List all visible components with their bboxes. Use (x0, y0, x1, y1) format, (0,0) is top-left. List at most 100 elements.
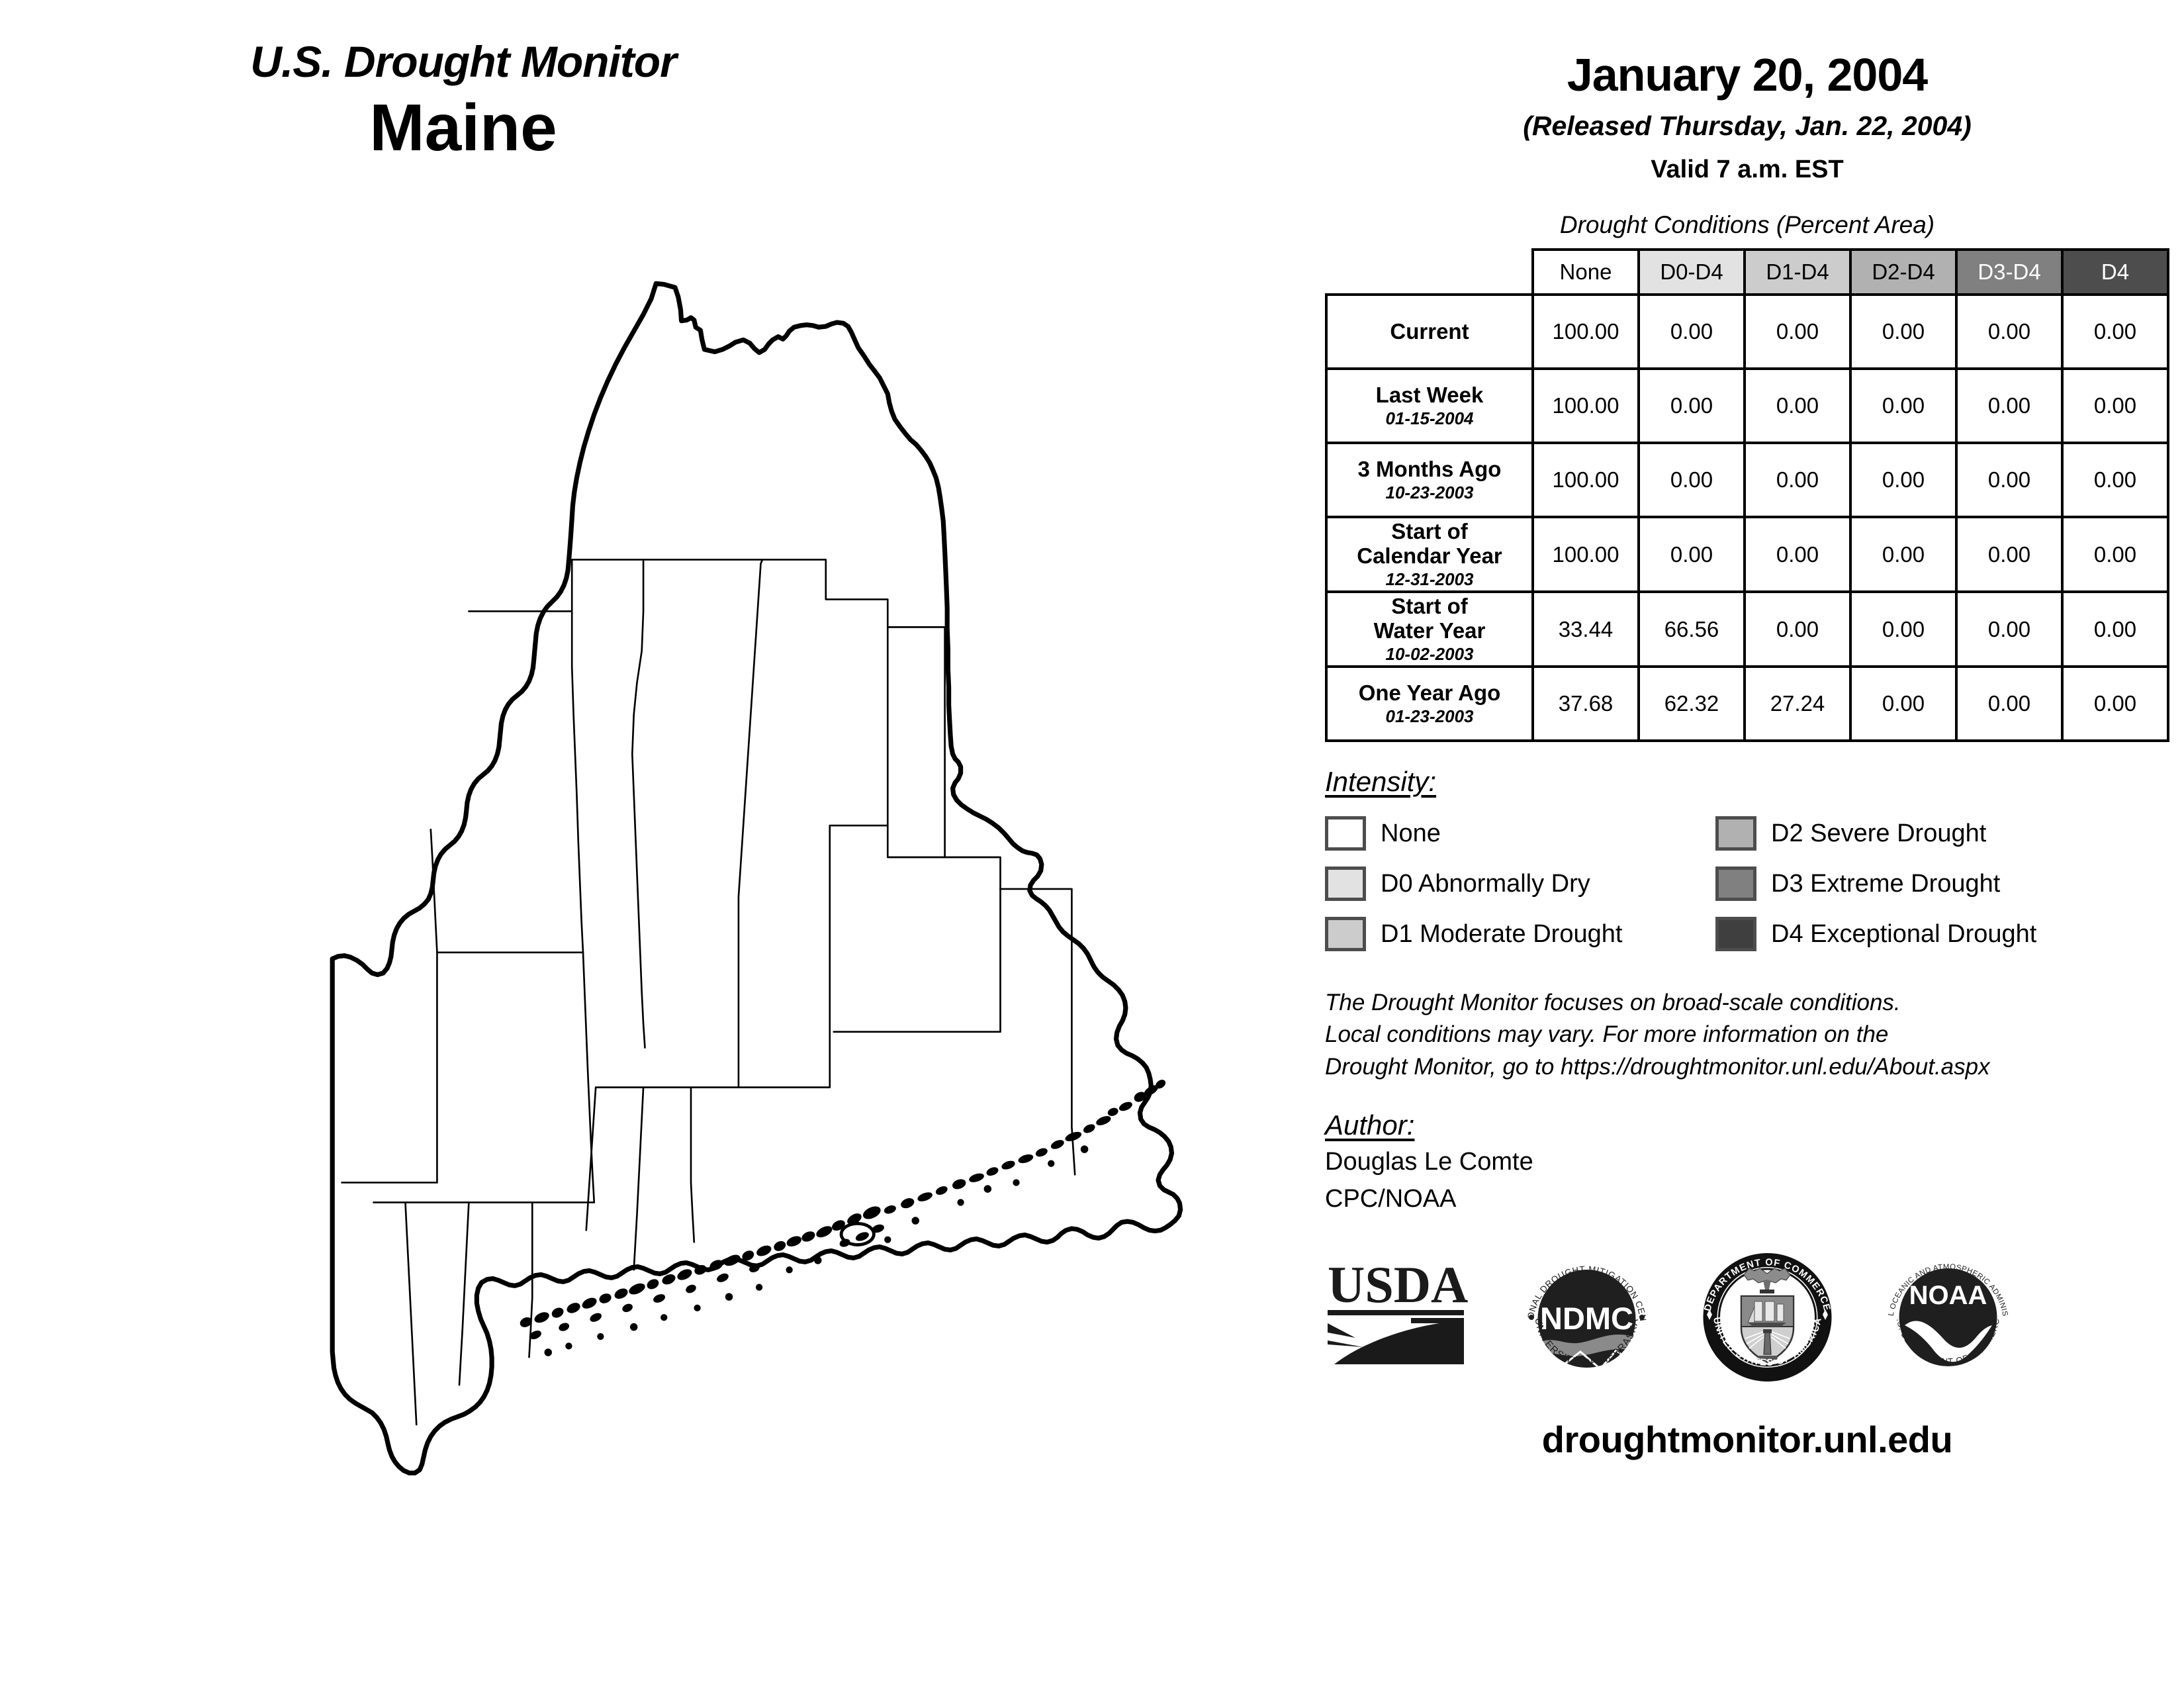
cell-lastweek-d4: 0.00 (2061, 367, 2169, 444)
cell-3mo-d2d4: 0.00 (1849, 442, 1958, 518)
disclaimer-line-2: Local conditions may vary. For more info… (1325, 1021, 1889, 1048)
cell-wy-none: 33.44 (1531, 590, 1640, 669)
row-label-text: Last Week (1375, 382, 1484, 407)
cell-1yr-none: 37.68 (1531, 665, 1640, 743)
county-boundaries (341, 559, 1076, 1426)
row-label-three-months-ago: 3 Months Ago 10-23-2003 (1325, 442, 1534, 518)
cell-cy-d1d4: 0.00 (1743, 515, 1852, 594)
website-url[interactable]: droughtmonitor.unl.edu (1541, 1419, 1953, 1461)
cell-current-none: 100.00 (1531, 293, 1640, 370)
table-row: 3 Months Ago 10-23-2003 100.00 0.00 0.00… (1325, 442, 2169, 518)
col-header-d1-d4: D1-D4 (1743, 248, 1852, 296)
intensity-legend: Intensity: None D2 Severe Drought D0 Abn… (1310, 766, 2184, 959)
legend-label-d4: D4 Exceptional Drought (1771, 919, 2037, 948)
swatch-d3-icon (1715, 867, 1756, 902)
date-block: January 20, 2004 (Released Thursday, Jan… (1310, 0, 2184, 182)
usda-logo: USDA (1325, 1254, 1477, 1383)
ndmc-logo-text: NDMC (1540, 1301, 1633, 1336)
cell-lastweek-d1d4: 0.00 (1743, 367, 1852, 444)
row-label-text-line1: Start of (1391, 594, 1468, 619)
maine-map-svg[interactable] (199, 238, 1191, 1476)
cell-current-d3d4: 0.00 (1955, 293, 2064, 370)
legend-label-d3: D3 Extreme Drought (1771, 869, 2001, 898)
coastal-islands (520, 1080, 1166, 1356)
cell-current-d0d4: 0.00 (1637, 293, 1746, 370)
disclaimer-text: The Drought Monitor focuses on broad-sca… (1310, 987, 2184, 1083)
cell-cy-none: 100.00 (1531, 515, 1640, 594)
row-label-text-line2: Calendar Year (1357, 543, 1502, 568)
col-header-d2-d4: D2-D4 (1849, 248, 1958, 296)
row-label-date: 10-23-2003 (1385, 482, 1474, 502)
page-title-main: U.S. Drought Monitor (250, 37, 677, 86)
valid-time: Valid 7 a.m. EST (1651, 156, 1844, 183)
cell-cy-d0d4: 0.00 (1637, 515, 1746, 594)
cell-3mo-d0d4: 0.00 (1637, 442, 1746, 518)
intensity-legend-grid: None D2 Severe Drought D0 Abnormally Dry… (1325, 808, 2184, 959)
cell-current-d2d4: 0.00 (1849, 293, 1958, 370)
cell-current-d1d4: 0.00 (1743, 293, 1852, 370)
cell-1yr-d4: 0.00 (2061, 665, 2169, 743)
row-label-text: Current (1390, 318, 1469, 344)
cell-cy-d4: 0.00 (2061, 515, 2169, 594)
ndmc-logo: NDMC NATIONAL DROUGHT MITIGATION CENTER … (1512, 1238, 1658, 1391)
logos-row: USDA (1310, 1238, 2184, 1391)
maine-map[interactable] (199, 238, 1191, 1476)
table-row: One Year Ago 01-23-2003 37.68 62.32 27.2… (1325, 665, 2169, 743)
legend-item-d0: D0 Abnormally Dry (1325, 867, 1715, 902)
row-label-start-of-calendar-year: Start of Calendar Year 12-31-2003 (1325, 515, 1534, 594)
row-label-text: One Year Ago (1358, 680, 1501, 705)
cell-1yr-d2d4: 0.00 (1849, 665, 1958, 743)
cell-1yr-d1d4: 27.24 (1743, 665, 1852, 743)
row-label-text-line1: Start of (1391, 519, 1468, 543)
cell-wy-d0d4: 66.56 (1637, 590, 1746, 669)
table-row: Start of Water Year 10-02-2003 33.44 66.… (1325, 590, 2169, 669)
noaa-logo-text: NOAA (1909, 1281, 1987, 1310)
drought-conditions-table: None D0-D4 D1-D4 D2-D4 D3-D4 D4 Current … (1325, 248, 2169, 743)
disclaimer-line-3: Drought Monitor, go to https://droughtmo… (1325, 1053, 1990, 1080)
row-label-date: 01-23-2003 (1385, 706, 1474, 726)
row-label-text: 3 Months Ago (1357, 456, 1502, 481)
cell-wy-d4: 0.00 (2061, 590, 2169, 669)
table-corner-cell (1326, 250, 1533, 295)
row-label-date: 12-31-2003 (1385, 569, 1474, 589)
cell-lastweek-none: 100.00 (1531, 367, 1640, 444)
author-affiliation: CPC/NOAA (1325, 1185, 1457, 1213)
cell-current-d4: 0.00 (2061, 293, 2169, 370)
cell-wy-d1d4: 0.00 (1743, 590, 1852, 669)
swatch-d4-icon (1715, 917, 1756, 952)
cell-wy-d2d4: 0.00 (1849, 590, 1958, 669)
row-label-text-line2: Water Year (1373, 618, 1486, 643)
usda-logo-text: USDA (1328, 1256, 1468, 1313)
row-label-last-week: Last Week 01-15-2004 (1325, 367, 1534, 444)
author-title: Author: (1325, 1109, 1415, 1141)
cell-3mo-d3d4: 0.00 (1955, 442, 2064, 518)
page-title-state: Maine (369, 91, 557, 165)
table-row: Last Week 01-15-2004 100.00 0.00 0.00 0.… (1325, 367, 2169, 444)
state-outline (330, 281, 1183, 1476)
swatch-d2-icon (1715, 816, 1756, 851)
report-date: January 20, 2004 (1567, 49, 1928, 101)
swatch-d0-icon (1325, 867, 1366, 902)
cell-3mo-d4: 0.00 (2061, 442, 2169, 518)
cell-wy-d3d4: 0.00 (1955, 590, 2064, 669)
row-label-date: 10-02-2003 (1385, 643, 1474, 664)
disclaimer-line-1: The Drought Monitor focuses on broad-sca… (1325, 990, 1901, 1016)
cell-cy-d3d4: 0.00 (1955, 515, 2064, 594)
row-label-current: Current (1325, 293, 1534, 370)
doc-seal-logo: DEPARTMENT OF COMMERCE UNITED STATES OF … (1696, 1246, 1839, 1391)
cell-lastweek-d2d4: 0.00 (1849, 367, 1958, 444)
map-panel: U.S. Drought Monitor Maine (199, 37, 1191, 1476)
col-header-d3-d4: D3-D4 (1955, 248, 2064, 296)
noaa-logo: NOAA NATIONAL OCEANIC AND ATMOSPHERIC AD… (1874, 1238, 2019, 1391)
col-header-d0-d4: D0-D4 (1637, 248, 1746, 296)
legend-item-d1: D1 Moderate Drought (1325, 917, 1715, 952)
legend-item-none: None (1325, 816, 1715, 851)
row-label-one-year-ago: One Year Ago 01-23-2003 (1325, 665, 1534, 743)
swatch-d1-icon (1325, 917, 1366, 952)
cell-1yr-d0d4: 62.32 (1637, 665, 1746, 743)
cell-3mo-none: 100.00 (1531, 442, 1640, 518)
legend-label-none: None (1381, 819, 1441, 847)
table-row: Start of Calendar Year 12-31-2003 100.00… (1325, 515, 2169, 594)
legend-label-d0: D0 Abnormally Dry (1381, 869, 1590, 898)
swatch-none-icon (1325, 816, 1366, 851)
